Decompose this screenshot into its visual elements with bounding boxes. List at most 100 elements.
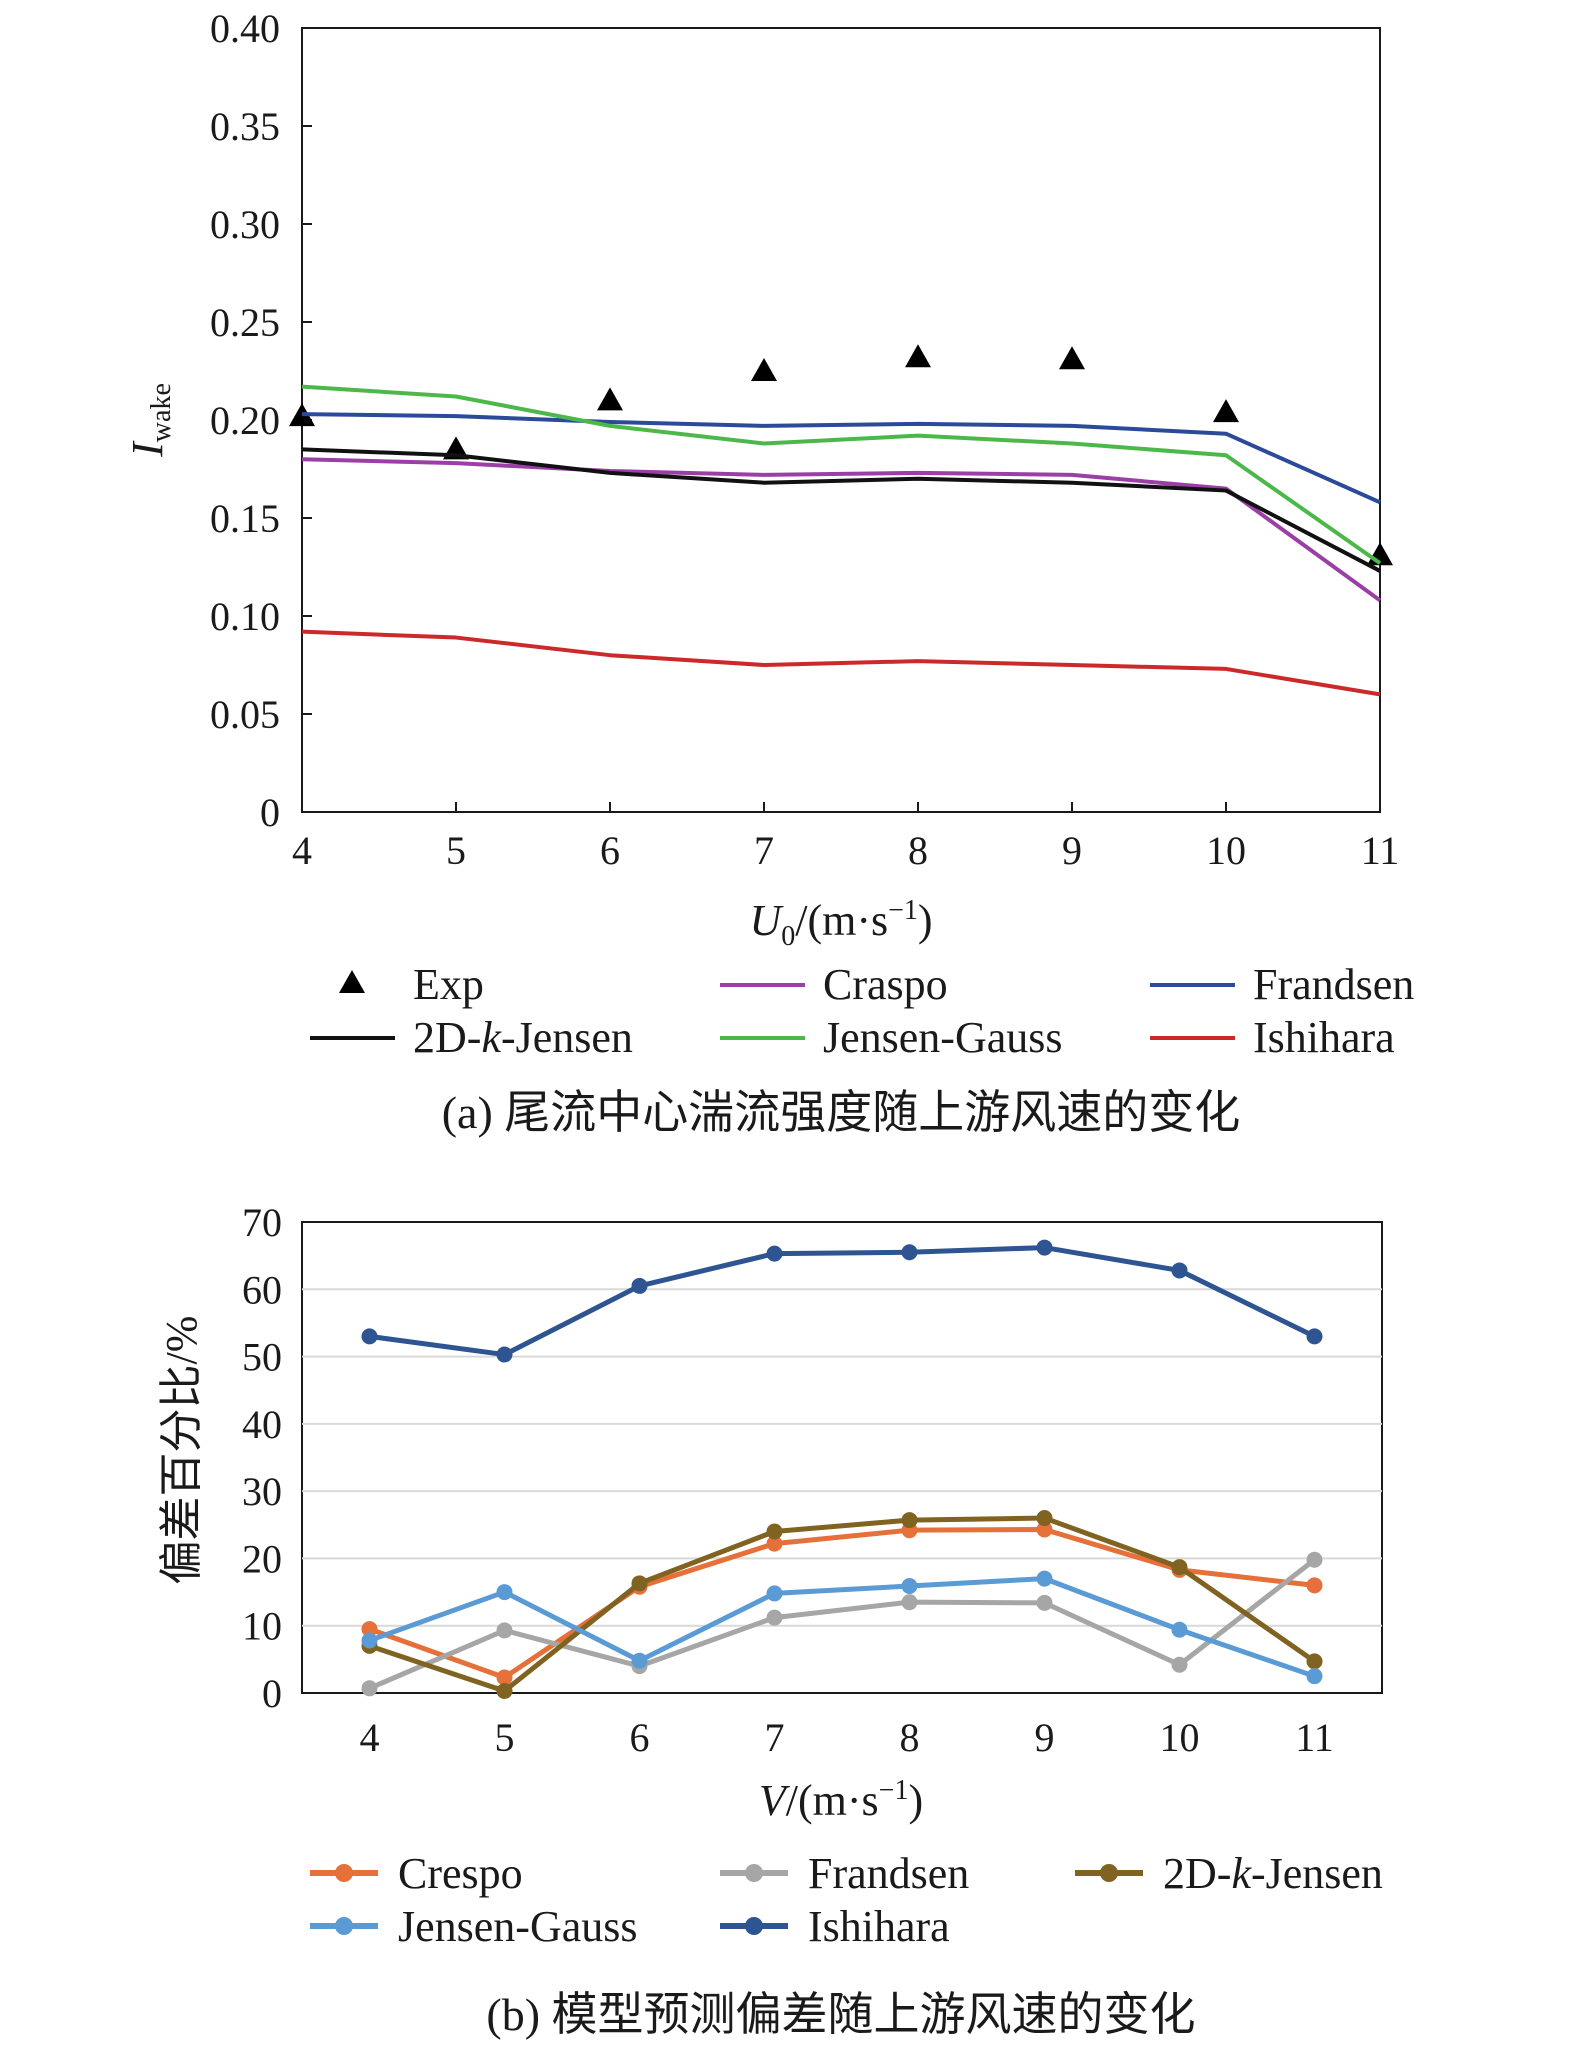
chart-b-point-frandsen xyxy=(766,1609,783,1626)
chart-a-x-tick-label: 4 xyxy=(292,828,312,873)
chart-b-point-frandsen xyxy=(1171,1656,1188,1673)
chart-b-line-frandsen xyxy=(368,1557,1317,1691)
chart-a-line-craspo xyxy=(301,457,1382,602)
chart-b-x-tick-label: 7 xyxy=(765,1715,785,1760)
chart-a-y-tick-label: 0.10 xyxy=(210,594,280,639)
chart-b-line-jensen-gauss xyxy=(368,1576,1316,1679)
chart-b-legend-label-ishihara: Ishihara xyxy=(808,1902,950,1951)
chart-a-line-2d-k-jensen xyxy=(301,447,1381,573)
chart-b-plot-frame xyxy=(301,1221,1383,1694)
chart-a-y-tick-label: 0.20 xyxy=(210,398,280,443)
chart-b-legend-marker-crespo xyxy=(335,1864,353,1882)
chart-a-x-label-sup: −1 xyxy=(888,895,918,926)
chart-b-point-jensen-gauss xyxy=(1306,1668,1323,1685)
chart-a-y-tick-label: 0.05 xyxy=(210,692,280,737)
chart-b-y-tick-label: 20 xyxy=(242,1536,282,1581)
chart-a-x-tick-label: 6 xyxy=(600,828,620,873)
chart-a-point-exp xyxy=(751,358,777,381)
chart-b-point-ishihara xyxy=(901,1244,918,1261)
chart-a-x-tick-label: 10 xyxy=(1206,828,1246,873)
chart-a-legend-label-exp: Exp xyxy=(413,960,484,1009)
chart-b-x-label-main: V xyxy=(759,1776,791,1825)
chart-b-x-tick-label: 4 xyxy=(360,1715,380,1760)
chart-b-x-tick-label: 8 xyxy=(900,1715,920,1760)
chart-b-point-ishihara xyxy=(1171,1262,1188,1279)
chart-a-x-tick-label: 7 xyxy=(754,828,774,873)
chart-a-x-axis-label: U0/(m·s−1) xyxy=(749,895,932,952)
chart-a-y-tick-label: 0.25 xyxy=(210,300,280,345)
chart-b-y-tick-label: 40 xyxy=(242,1402,282,1447)
chart-b-point-jensen-gauss xyxy=(1171,1621,1188,1638)
chart-a-x-label-sub: 0 xyxy=(781,921,795,952)
chart-a-y-label-main: I xyxy=(123,440,172,458)
chart-a-x-label-close: ) xyxy=(918,896,933,945)
chart-b-point-jensen-gauss xyxy=(766,1585,783,1602)
chart-b-legend-marker-ishihara xyxy=(745,1917,763,1935)
chart-b-point-ishihara xyxy=(631,1277,648,1294)
chart-b-point-ishihara xyxy=(766,1245,783,1262)
chart-b-x-tick-label: 10 xyxy=(1160,1715,1200,1760)
chart-a-x-label-main: U xyxy=(749,896,784,945)
chart-b-point-frandsen xyxy=(496,1622,513,1639)
chart-a-point-exp xyxy=(597,387,623,411)
chart-b-x-tick-label: 9 xyxy=(1035,1715,1055,1760)
chart-b-caption: (b) 模型预测偏差随上游风速的变化 xyxy=(486,1989,1195,2040)
chart-b-legend-marker-frandsen xyxy=(745,1864,763,1882)
chart-a-line-frandsen xyxy=(301,412,1381,505)
chart-b-y-tick-label: 10 xyxy=(242,1604,282,1649)
chart-a-x-label-unit: /(m·s xyxy=(795,896,888,945)
chart-b-x-tick-label: 6 xyxy=(630,1715,650,1760)
chart-b-y-tick-label: 0 xyxy=(262,1671,282,1716)
chart-a-point-exp xyxy=(1213,399,1239,423)
chart-b-y-tick-label: 60 xyxy=(242,1267,282,1312)
chart-a-legend-label-frandsen: Frandsen xyxy=(1253,960,1414,1009)
chart-b-point-ishihara xyxy=(1306,1328,1323,1345)
chart-b-x-label-close: ) xyxy=(908,1776,923,1825)
chart-b-point-crespo xyxy=(766,1535,783,1552)
chart-a-legend-label-2d-k-jensen: 2D-k-Jensen xyxy=(413,1013,633,1062)
chart-b-point-2d-k-jensen xyxy=(901,1512,918,1529)
chart-b-point-crespo xyxy=(1036,1521,1053,1538)
chart-a-y-axis-label: Iwake xyxy=(123,383,177,458)
chart-a-y-tick-label: 0 xyxy=(260,790,280,835)
chart-a-point-exp xyxy=(905,344,931,368)
chart-a-legend-label-ishihara: Ishihara xyxy=(1253,1013,1395,1062)
chart-b-line-2d-k-jensen xyxy=(368,1515,1316,1694)
chart-b-legend-label-crespo: Crespo xyxy=(398,1849,523,1898)
chart-b-legend-label-jensen-gauss: Jensen-Gauss xyxy=(398,1902,638,1951)
chart-a-caption: (a) 尾流中心湍流强度随上游风速的变化 xyxy=(442,1087,1241,1138)
chart-a-x-tick-label: 5 xyxy=(446,828,466,873)
chart-b-legend-label-frandsen: Frandsen xyxy=(808,1849,969,1898)
chart-b-legend-marker-2d-k-jensen xyxy=(1100,1864,1118,1882)
chart-a-line-jensen-gauss xyxy=(301,384,1382,565)
chart-b-y-axis-label: 偏差百分比/% xyxy=(157,1316,206,1585)
chart-b-point-ishihara xyxy=(1036,1239,1053,1256)
chart-b-point-jensen-gauss xyxy=(901,1578,918,1595)
chart-b-legend-marker-jensen-gauss xyxy=(335,1917,353,1935)
chart-b-point-crespo xyxy=(361,1621,378,1638)
chart-b-point-jensen-gauss xyxy=(361,1632,378,1649)
chart-a-y-tick-label: 0.15 xyxy=(210,496,280,541)
chart-b-point-jensen-gauss xyxy=(1036,1570,1053,1587)
chart-b-point-frandsen xyxy=(901,1594,918,1611)
chart-b-point-frandsen xyxy=(1306,1551,1323,1568)
chart-a-legend-label-craspo: Craspo xyxy=(823,960,948,1009)
chart-b-point-crespo xyxy=(1306,1577,1323,1594)
chart-b-y-tick-label: 30 xyxy=(242,1469,282,1514)
chart-b-point-2d-k-jensen xyxy=(1036,1510,1053,1527)
chart-a-legend-marker-exp xyxy=(339,970,365,993)
chart-b-x-tick-label: 11 xyxy=(1295,1715,1334,1760)
chart-b-point-ishihara xyxy=(496,1346,513,1363)
chart-b-x-label-unit: /(m·s xyxy=(786,1776,879,1825)
chart-b-legend: Crespo Frandsen 2D-k-Jensen Jensen-Gauss Ish… xyxy=(310,1849,1383,1951)
chart-b-x-tick-label: 5 xyxy=(495,1715,515,1760)
chart-b-point-2d-k-jensen xyxy=(496,1682,513,1699)
chart-b-deviation: 0 10 20 30 40 50 60 70 4 5 6 7 8 9 10 11 偏差百分比/% V/(m·… xyxy=(157,1200,1383,2040)
chart-a-x-tick-label: 11 xyxy=(1361,828,1400,873)
chart-b-point-2d-k-jensen xyxy=(1171,1559,1188,1576)
chart-b-legend-label-2d-k-jensen: 2D-k-Jensen xyxy=(1163,1849,1383,1898)
chart-b-point-2d-k-jensen xyxy=(766,1523,783,1540)
chart-b-point-jensen-gauss xyxy=(631,1652,648,1669)
chart-a-y-tick-label: 0.30 xyxy=(210,202,280,247)
chart-a-legend: Exp Craspo Frandsen 2D-k-Jensen Jensen-Gauss… xyxy=(310,960,1414,1062)
